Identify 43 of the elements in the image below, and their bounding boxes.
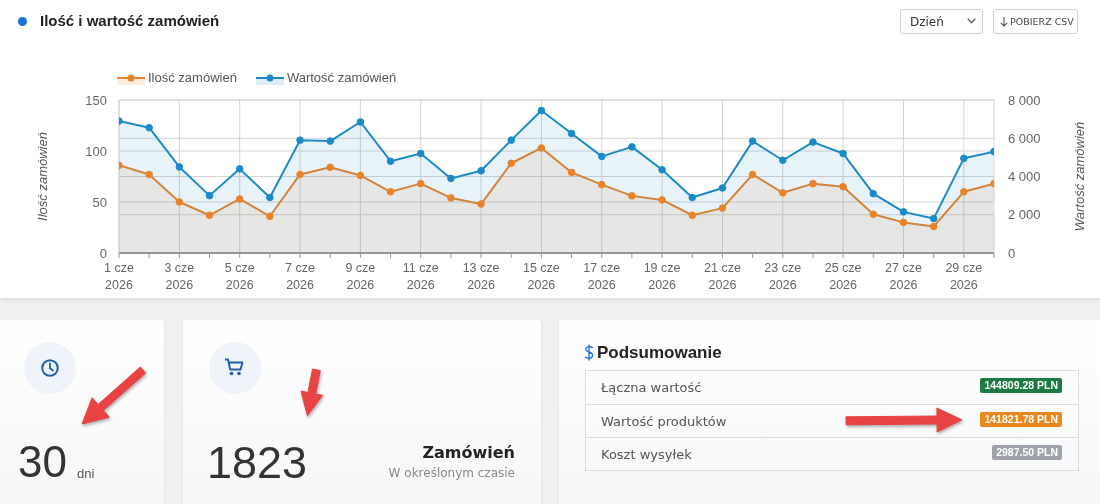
y-tick-label: 100 <box>85 143 107 159</box>
text: 30 <box>18 437 67 486</box>
y2-axis-title: Wartość zamówień <box>1071 121 1087 232</box>
text: 1823 <box>207 437 308 488</box>
x-tick-label: 25 cze 2026 <box>824 261 862 292</box>
y2-tick-label: 0 <box>1008 245 1016 261</box>
legend-label: Ilość zamówień <box>148 70 237 85</box>
y2-tick-label: 4 000 <box>1008 169 1041 185</box>
chart-title: Ilość i wartość zamówień <box>40 12 220 29</box>
text: dni <box>77 466 95 481</box>
text: W określonym czasie <box>388 466 515 480</box>
text: 141821.78 PLN <box>980 412 1062 427</box>
text: Łączna wartość <box>601 380 702 395</box>
text: Koszt wysyłek <box>601 447 692 462</box>
x-tick-label: 5 cze 2026 <box>224 261 255 292</box>
download-button: POBIERZ CSV <box>993 9 1078 34</box>
y2-tick-label: 6 000 <box>1008 130 1041 146</box>
x-tick-label: 27 cze 2026 <box>885 261 922 292</box>
y-tick-label: 50 <box>92 194 107 210</box>
x-tick-label: 13 cze 2026 <box>462 261 500 292</box>
text: Zamówień <box>422 443 515 462</box>
x-tick-label: 7 cze 2026 <box>285 261 316 292</box>
legend-label: Wartość zamówień <box>286 70 397 85</box>
x-tick-label: 11 cze 2026 <box>402 261 439 292</box>
y-tick-label: 150 <box>85 92 107 108</box>
x-tick-label: 21 cze 2026 <box>704 261 741 292</box>
x-tick-label: 1 cze 2026 <box>104 261 134 292</box>
y-tick-label: 0 <box>99 245 107 261</box>
x-tick-label: 17 cze 2026 <box>583 261 621 292</box>
text: Podsumowanie <box>597 343 722 363</box>
x-tick-label: 19 cze 2026 <box>643 261 681 292</box>
y2-tick-label: 8 000 <box>1008 92 1041 108</box>
text: 144809.28 PLN <box>980 378 1062 393</box>
x-tick-label: 3 cze 2026 <box>164 261 195 292</box>
x-tick-label: 29 cze 2026 <box>945 261 983 292</box>
text: 2987.50 PLN <box>992 445 1062 460</box>
x-tick-label: 9 cze 2026 <box>345 261 376 292</box>
text: Wartość produktów <box>601 414 727 429</box>
y-axis-title: Ilość zamówień <box>34 132 50 221</box>
y2-tick-label: 2 000 <box>1008 207 1041 223</box>
x-tick-label: 15 cze 2026 <box>522 261 560 292</box>
select-field: Dzień <box>900 9 983 34</box>
x-tick-label: 23 cze 2026 <box>764 261 802 292</box>
